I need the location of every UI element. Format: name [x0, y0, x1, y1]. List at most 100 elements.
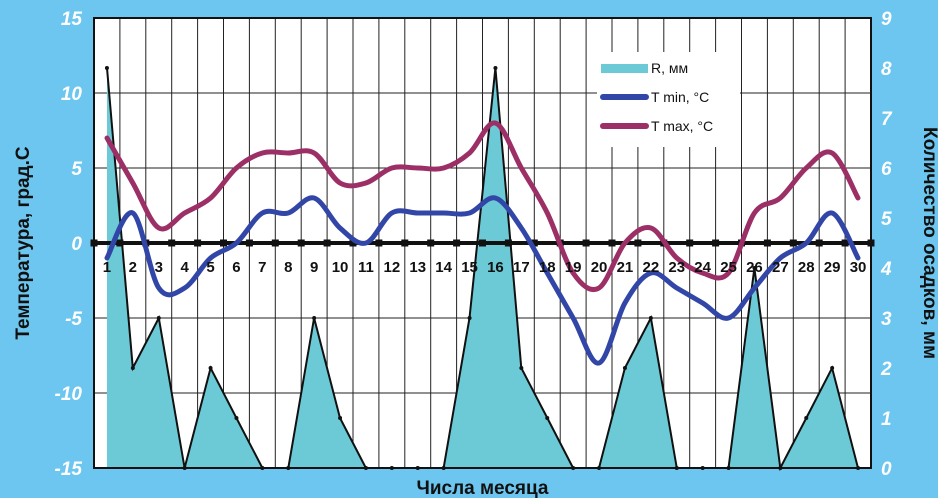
precipitation-point: [648, 316, 653, 320]
precipitation-point: [519, 366, 524, 370]
precipitation-outline: [106, 67, 859, 472]
zero-axis-marker: [841, 239, 849, 247]
y-right-axis-title: Количество осадков, мм: [919, 127, 938, 359]
y-left-tick-label: -10: [55, 384, 83, 405]
x-tick-label: 24: [694, 259, 711, 276]
zero-axis-marker: [686, 239, 694, 247]
plot-frame: [93, 17, 872, 469]
precipitation-point: [493, 66, 498, 70]
x-tick-label: 29: [824, 259, 841, 276]
precipitation-point: [622, 366, 627, 370]
zero-axis-marker: [297, 239, 305, 247]
x-tick-label: 12: [384, 259, 401, 276]
x-axis-title: Числа месяца: [416, 478, 548, 498]
x-tick-label: 8: [284, 259, 292, 276]
zero-axis-marker: [194, 239, 202, 247]
zero-axis-marker: [530, 239, 538, 247]
x-tick-label: 4: [180, 259, 189, 276]
x-tick-label: 17: [513, 259, 530, 276]
x-tick-label: 20: [591, 259, 608, 276]
legend-label: R, мм: [651, 60, 688, 76]
zero-axis-marker: [479, 239, 486, 247]
x-tick-label: 3: [155, 259, 163, 276]
x-tick-label: 14: [435, 259, 452, 276]
x-tick-label: 7: [258, 259, 266, 276]
legend-label: T max, °C: [651, 118, 713, 134]
legend-swatch-precipitation: [601, 64, 648, 73]
zero-axis-marker: [375, 239, 383, 247]
precipitation-point: [830, 366, 835, 370]
precipitation-point: [467, 316, 472, 320]
zero-axis-marker: [168, 239, 176, 247]
precipitation-point: [545, 416, 550, 420]
tmin-line: [104, 195, 861, 366]
y-right-tick-label: 5: [881, 209, 892, 230]
x-tick-label: 1: [103, 259, 111, 276]
precipitation-point: [156, 316, 161, 320]
y-right-tick-label: 3: [881, 309, 892, 330]
y-left-tick-label: -5: [65, 309, 82, 330]
precipitation-area: [106, 68, 859, 468]
x-tick-label: 19: [565, 259, 582, 276]
y-right-tick-label: 7: [881, 109, 893, 130]
zero-axis-marker: [453, 239, 461, 247]
precipitation-point: [104, 66, 109, 70]
y-right-tick-label: 6: [881, 159, 892, 180]
y-left-tick-label: 0: [71, 234, 82, 255]
y-left-axis-title: Температура, град.С: [13, 146, 34, 339]
x-tick-label: 5: [206, 259, 214, 276]
y-right-tick-label: 9: [881, 9, 892, 30]
zero-axis-marker: [634, 239, 642, 247]
x-tick-label: 25: [720, 259, 737, 276]
precipitation-point: [234, 416, 239, 420]
legend-label: T min, °C: [651, 89, 709, 105]
zero-axis-marker: [323, 239, 331, 247]
x-tick-label: 21: [617, 259, 634, 276]
precipitation-point: [208, 366, 213, 370]
precipitation-point: [752, 266, 757, 270]
zero-axis-marker: [116, 239, 124, 247]
precipitation-point: [338, 416, 343, 420]
zero-axis-marker: [349, 239, 357, 247]
precipitation-point: [130, 366, 135, 370]
y-right-tick-label: 2: [880, 359, 892, 380]
x-tick-label: 26: [746, 259, 763, 276]
zero-axis-marker: [582, 239, 590, 247]
zero-axis-marker: [401, 239, 409, 247]
x-tick-label: 9: [310, 259, 318, 276]
tmax-line: [104, 120, 861, 293]
y-left-tick-label: -15: [55, 459, 83, 480]
x-tick-label: 2: [129, 259, 137, 276]
precipitation-point: [312, 316, 317, 320]
zero-axis-marker: [763, 239, 771, 247]
x-tick-label: 6: [232, 259, 240, 276]
zero-axis-marker: [245, 239, 253, 247]
x-tick-label: 23: [668, 259, 685, 276]
x-tick-label: 18: [539, 259, 556, 276]
y-right-tick-label: 4: [880, 259, 892, 280]
x-tick-label: 28: [798, 259, 815, 276]
zero-axis-marker: [712, 239, 720, 247]
x-tick-label: 22: [643, 259, 660, 276]
x-tick-label: 27: [772, 259, 789, 276]
y-left-tick-label: 15: [61, 9, 83, 30]
y-right-tick-label: 1: [881, 409, 892, 430]
precipitation-point: [804, 416, 809, 420]
zero-axis-marker: [220, 239, 227, 247]
zero-axis-marker: [271, 239, 279, 247]
zero-axis-marker: [427, 239, 435, 247]
zero-axis-marker: [608, 239, 616, 247]
zero-axis-marker: [504, 239, 512, 247]
x-tick-label: 11: [358, 259, 374, 276]
x-tick-label: 10: [332, 259, 349, 276]
zero-axis-marker: [789, 239, 797, 247]
x-tick-label: 15: [461, 259, 478, 276]
x-tick-label: 16: [487, 259, 504, 276]
y-left-tick-label: 10: [61, 84, 83, 105]
x-tick-label: 13: [409, 259, 426, 276]
x-tick-label: 30: [850, 259, 867, 276]
y-right-tick-label: 0: [881, 459, 892, 480]
y-left-tick-label: 5: [71, 159, 82, 180]
